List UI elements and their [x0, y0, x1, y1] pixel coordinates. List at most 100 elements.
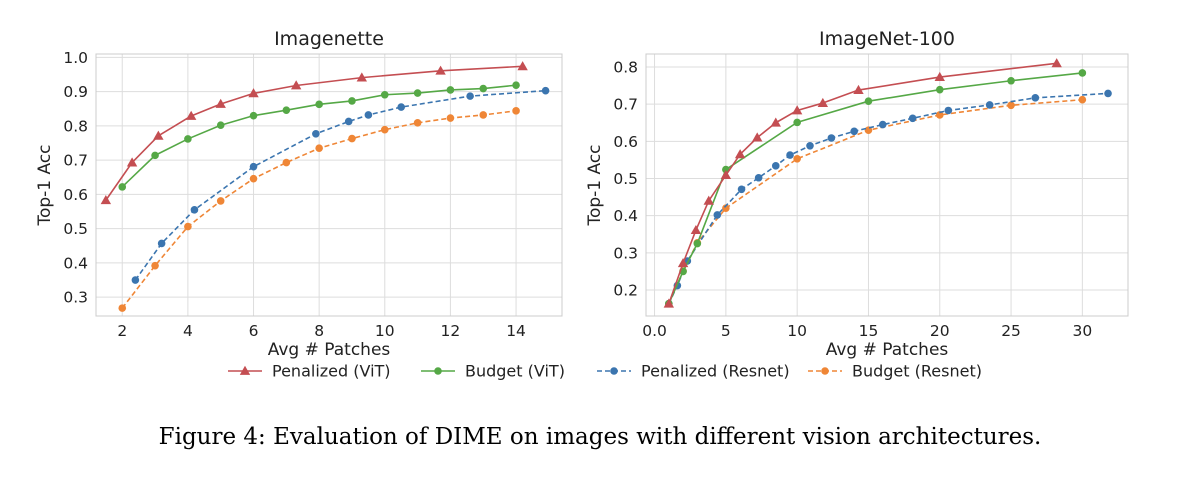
- imagenet-100-point-penalized-resnet: [1031, 94, 1040, 102]
- imagenette-point-budget-vit: [151, 151, 159, 160]
- imagenet-100-title: ImageNet-100: [819, 28, 955, 50]
- imagenet-100-point-budget-vit: [793, 118, 801, 127]
- imagenet-100-point-budget-resnet: [935, 111, 944, 119]
- imagenette-y-tick-label: 0.3: [63, 289, 88, 307]
- imagenette-point-penalized-resnet: [466, 92, 474, 100]
- imagenette-point-penalized-resnet: [190, 206, 199, 214]
- legend-label-budget-resnet: Budget (Resnet): [852, 362, 982, 381]
- legend-marker-penalized-vit: [239, 365, 251, 375]
- imagenet-100-point-penalized-resnet: [944, 106, 953, 115]
- legend-marker-penalized-resnet: [610, 367, 618, 375]
- imagenette-point-budget-resnet: [184, 222, 192, 231]
- imagenet-100-point-budget-resnet: [722, 204, 730, 213]
- imagenet-100-point-penalized-vit: [720, 169, 732, 180]
- imagenette-point-budget-vit: [512, 81, 520, 89]
- imagenette-y-tick-label: 0.9: [63, 83, 88, 101]
- imagenet-100-point-penalized-vit: [791, 105, 803, 115]
- imagenette-point-budget-vit: [184, 135, 192, 143]
- imagenette-point-budget-vit: [216, 121, 225, 130]
- legend-entry-budget-resnet: Budget (Resnet): [808, 362, 982, 381]
- legend: Penalized (ViT) Budget (ViT) Penalized (Re…: [228, 362, 982, 381]
- imagenette-point-budget-resnet: [151, 261, 159, 270]
- imagenette-title: Imagenette: [274, 28, 384, 50]
- imagenet-100-point-penalized-vit: [1051, 58, 1062, 68]
- imagenet-100-series-budget-vit: [665, 69, 1087, 308]
- imagenet-100-y-tick-label: 0.7: [613, 96, 638, 114]
- imagenette-point-budget-resnet: [315, 144, 323, 152]
- imagenet-100-point-penalized-resnet: [713, 211, 722, 219]
- imagenette-panel: 2 4 6 8 10 12 14 0.3 0.4 0.5 0.6 0.7 0.8 0.9 1.0 Imagen…: [35, 28, 563, 360]
- imagenet-100-line-budget-resnet: [668, 98, 1083, 305]
- imagenet-100-x-tick-label: 20: [930, 322, 950, 340]
- imagenette-x-tick-label: 6: [249, 322, 259, 340]
- imagenet-100-y-axis-label: Top-1 Acc: [585, 144, 605, 226]
- imagenet-100-x-tick-label: 30: [1072, 322, 1092, 340]
- imagenette-series-penalized-vit: [100, 61, 528, 205]
- imagenet-100-point-penalized-vit: [663, 298, 675, 308]
- imagenette-point-penalized-resnet: [344, 117, 353, 126]
- imagenette-y-tick-label: 0.6: [63, 186, 88, 204]
- imagenette-line-penalized-vit: [105, 65, 523, 201]
- imagenette-point-penalized-vit: [126, 157, 138, 167]
- imagenette-point-budget-resnet: [413, 119, 422, 127]
- imagenette-point-penalized-vit: [185, 110, 197, 120]
- imagenet-100-frame: [645, 53, 1129, 317]
- imagenette-point-penalized-vit: [248, 88, 259, 98]
- imagenette-point-penalized-resnet: [312, 129, 320, 138]
- imagenet-100-y-tick-label: 0.3: [613, 244, 638, 262]
- imagenette-point-penalized-vit: [215, 98, 226, 108]
- imagenette-y-tick-label: 1.0: [63, 49, 88, 67]
- imagenette-point-budget-resnet: [380, 125, 389, 134]
- imagenet-100-plot-area: [646, 54, 1128, 316]
- imagenette-point-budget-vit: [282, 106, 291, 114]
- legend-entry-penalized-resnet: Penalized (Resnet): [597, 362, 790, 381]
- imagenette-point-penalized-resnet: [541, 86, 550, 95]
- imagenet-100-x-tick-label: 5: [721, 322, 731, 340]
- imagenet-100-point-penalized-resnet: [806, 141, 814, 150]
- imagenet-100-point-penalized-resnet: [908, 114, 917, 123]
- imagenette-series-budget-vit: [118, 81, 520, 191]
- imagenette-line-penalized-resnet: [134, 89, 546, 281]
- imagenet-100-point-penalized-resnet: [878, 120, 887, 129]
- imagenette-x-tick-label: 4: [183, 322, 193, 340]
- imagenette-series-budget-resnet: [118, 107, 520, 312]
- imagenet-100-point-penalized-resnet: [737, 185, 746, 194]
- legend-label-penalized-vit: Penalized (ViT): [272, 362, 391, 381]
- imagenette-frame: [95, 53, 563, 317]
- imagenet-100-point-penalized-vit: [734, 149, 746, 159]
- imagenet-100-point-penalized-vit: [817, 97, 829, 107]
- imagenet-100-point-penalized-resnet: [771, 162, 780, 170]
- legend-entry-penalized-vit: Penalized (ViT): [228, 362, 391, 381]
- imagenette-point-budget-resnet: [118, 304, 127, 312]
- imagenette-y-tick-label: 0.5: [63, 220, 88, 238]
- imagenette-point-penalized-resnet: [249, 162, 258, 171]
- imagenet-100-point-budget-resnet: [793, 155, 801, 163]
- imagenet-100-x-tick-label: 0.0: [642, 322, 667, 340]
- imagenette-point-budget-resnet: [512, 107, 520, 115]
- imagenet-100-point-penalized-vit: [677, 258, 689, 268]
- imagenette-point-penalized-vit: [517, 61, 528, 71]
- imagenet-100-point-budget-resnet: [1007, 101, 1015, 110]
- imagenette-point-penalized-vit: [290, 80, 302, 90]
- imagenet-100-x-tick-label: 10: [787, 322, 807, 340]
- imagenet-100-point-penalized-vit: [752, 132, 763, 142]
- imagenet-100-point-penalized-resnet: [1104, 89, 1112, 98]
- imagenet-100-point-penalized-vit: [853, 84, 864, 94]
- imagenet-100-point-budget-vit: [693, 239, 702, 248]
- imagenette-y-axis-label: Top-1 Acc: [35, 144, 55, 226]
- imagenette-point-budget-vit: [348, 97, 356, 105]
- imagenette-y-tick-label: 0.8: [63, 117, 88, 135]
- imagenette-plot-area: [96, 54, 562, 316]
- legend-label-budget-vit: Budget (ViT): [465, 362, 565, 381]
- imagenette-y-tick-label: 0.4: [63, 254, 88, 272]
- imagenet-100-point-budget-vit: [864, 97, 873, 105]
- imagenet-100-point-penalized-resnet: [827, 134, 836, 142]
- imagenette-point-budget-resnet: [446, 114, 455, 122]
- imagenette-point-budget-vit: [446, 86, 455, 94]
- figure-caption: Figure 4: Evaluation of DIME on images w…: [159, 424, 1042, 450]
- imagenet-100-point-penalized-vit: [770, 117, 781, 127]
- imagenet-100-point-penalized-vit: [703, 195, 714, 205]
- imagenette-x-tick-label: 8: [314, 322, 324, 340]
- imagenette-x-tick-label: 2: [117, 322, 127, 340]
- imagenette-y-tick-label: 0.7: [63, 152, 88, 170]
